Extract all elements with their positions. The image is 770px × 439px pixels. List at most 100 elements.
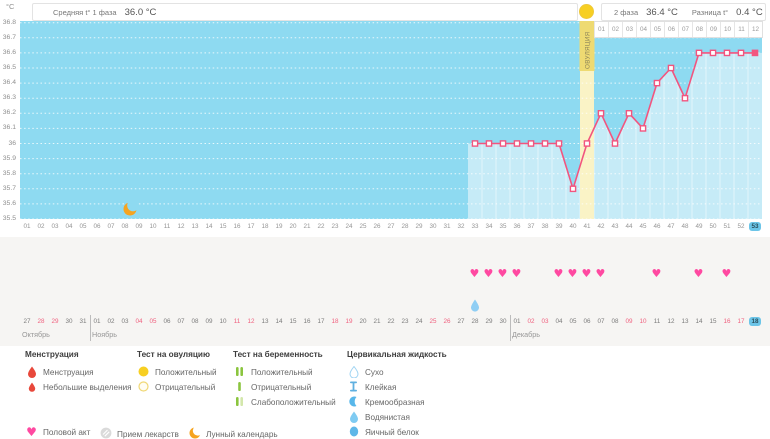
temperature-point[interactable] <box>667 64 675 72</box>
cycle-day-cell[interactable]: 05 <box>79 223 87 230</box>
cycle-day-cell[interactable]: 18 <box>261 223 269 230</box>
cycle-day-cell[interactable]: 33 <box>471 223 479 230</box>
cycle-day-cell[interactable]: 22 <box>317 223 325 230</box>
date-cell[interactable]: 03 <box>121 318 129 325</box>
date-cell[interactable]: 27 <box>457 318 465 325</box>
date-cell[interactable]: 11 <box>233 318 241 325</box>
temperature-point[interactable] <box>499 140 507 147</box>
cycle-day-cell[interactable]: 42 <box>597 223 605 230</box>
date-cell[interactable]: 14 <box>695 318 703 325</box>
date-cell[interactable]: 18 <box>748 316 762 328</box>
temperature-point[interactable] <box>639 125 647 132</box>
cycle-day-cell[interactable]: 13 <box>191 223 199 230</box>
date-cell[interactable]: 24 <box>415 318 423 325</box>
date-cell[interactable]: 11 <box>653 318 661 325</box>
date-cell[interactable]: 22 <box>387 318 395 325</box>
cycle-day-cell[interactable]: 23 <box>331 223 339 230</box>
date-cell[interactable]: 25 <box>429 318 437 325</box>
date-cell[interactable]: 06 <box>163 318 171 325</box>
date-cell[interactable]: 23 <box>401 318 409 325</box>
date-cell[interactable]: 31 <box>79 318 87 325</box>
date-cell[interactable]: 18 <box>331 318 339 325</box>
date-cell[interactable]: 08 <box>611 318 619 325</box>
cycle-day-cell[interactable]: 32 <box>457 223 465 230</box>
cycle-day-cell[interactable]: 30 <box>429 223 437 230</box>
cycle-day-cell[interactable]: 51 <box>723 223 731 230</box>
cycle-day-cell[interactable]: 44 <box>625 223 633 230</box>
date-cell[interactable]: 02 <box>527 318 535 325</box>
cycle-day-cell[interactable]: 48 <box>681 223 689 230</box>
date-cell[interactable]: 26 <box>443 318 451 325</box>
cycle-day-cell[interactable]: 14 <box>205 223 213 230</box>
date-cell[interactable]: 29 <box>485 318 493 325</box>
date-cell[interactable]: 19 <box>345 318 353 325</box>
temperature-point[interactable] <box>653 79 661 87</box>
cycle-day-cell[interactable]: 02 <box>37 223 45 230</box>
temperature-point[interactable] <box>527 140 535 147</box>
cycle-day-cell[interactable]: 35 <box>499 223 507 230</box>
temperature-point[interactable] <box>751 49 759 57</box>
temperature-point[interactable] <box>471 140 479 147</box>
cycle-day-cell[interactable]: 45 <box>639 223 647 230</box>
date-cell[interactable]: 01 <box>513 318 521 325</box>
cycle-day-cell[interactable]: 11 <box>163 223 171 230</box>
date-cell[interactable]: 27 <box>23 318 31 325</box>
cycle-day-cell[interactable]: 12 <box>177 223 185 230</box>
date-cell[interactable]: 16 <box>303 318 311 325</box>
temperature-point[interactable] <box>541 140 549 147</box>
date-cell[interactable]: 29 <box>51 318 59 325</box>
date-cell[interactable]: 20 <box>359 318 367 325</box>
date-cell[interactable]: 13 <box>261 318 269 325</box>
cycle-day-cell[interactable]: 10 <box>149 223 157 230</box>
date-cell[interactable]: 15 <box>709 318 717 325</box>
cycle-day-cell[interactable]: 15 <box>219 223 227 230</box>
cycle-day-cell[interactable]: 20 <box>289 223 297 230</box>
cycle-day-cell[interactable]: 52 <box>737 223 745 230</box>
cycle-day-cell[interactable]: 03 <box>51 223 59 230</box>
date-cell[interactable]: 28 <box>37 318 45 325</box>
date-cell[interactable]: 17 <box>737 318 745 325</box>
cycle-day-cell[interactable]: 38 <box>541 223 549 230</box>
temperature-point[interactable] <box>737 49 745 57</box>
temperature-point[interactable] <box>555 140 563 147</box>
date-cell[interactable]: 15 <box>289 318 297 325</box>
temperature-point[interactable] <box>485 140 493 147</box>
date-cell[interactable]: 10 <box>639 318 647 325</box>
temperature-point[interactable] <box>611 140 619 147</box>
cycle-day-cell[interactable]: 39 <box>555 223 563 230</box>
date-cell[interactable]: 05 <box>569 318 577 325</box>
cycle-day-cell[interactable]: 07 <box>107 223 115 230</box>
cycle-day-cell[interactable]: 28 <box>401 223 409 230</box>
date-cell[interactable]: 12 <box>667 318 675 325</box>
date-cell[interactable]: 30 <box>65 318 73 325</box>
date-cell[interactable]: 07 <box>597 318 605 325</box>
date-cell[interactable]: 06 <box>583 318 591 325</box>
date-cell[interactable]: 02 <box>107 318 115 325</box>
date-cell[interactable]: 04 <box>135 318 143 325</box>
cycle-day-cell[interactable]: 06 <box>93 223 101 230</box>
date-cell[interactable]: 12 <box>247 318 255 325</box>
temperature-point[interactable] <box>513 140 521 147</box>
cycle-day-cell[interactable]: 19 <box>275 223 283 230</box>
temperature-point[interactable] <box>709 49 717 57</box>
cycle-day-cell[interactable]: 43 <box>611 223 619 230</box>
cycle-day-cell[interactable]: 25 <box>359 223 367 230</box>
date-cell[interactable]: 16 <box>723 318 731 325</box>
cycle-day-cell[interactable]: 46 <box>653 223 661 230</box>
date-cell[interactable]: 10 <box>219 318 227 325</box>
date-cell[interactable]: 17 <box>317 318 325 325</box>
cycle-day-cell[interactable]: 34 <box>485 223 493 230</box>
cycle-day-cell[interactable]: 01 <box>23 223 31 230</box>
temperature-point[interactable] <box>625 109 633 117</box>
cycle-day-cell[interactable]: 50 <box>709 223 717 230</box>
temperature-point[interactable] <box>569 185 577 193</box>
date-cell[interactable]: 04 <box>555 318 563 325</box>
cycle-day-cell[interactable]: 37 <box>527 223 535 230</box>
date-cell[interactable]: 09 <box>205 318 213 325</box>
date-cell[interactable]: 21 <box>373 318 381 325</box>
cycle-day-cell[interactable]: 47 <box>667 223 675 230</box>
temperature-point[interactable] <box>723 49 731 57</box>
date-cell[interactable]: 14 <box>275 318 283 325</box>
temperature-point[interactable] <box>681 94 689 102</box>
cycle-day-cell[interactable]: 53 <box>748 220 762 233</box>
